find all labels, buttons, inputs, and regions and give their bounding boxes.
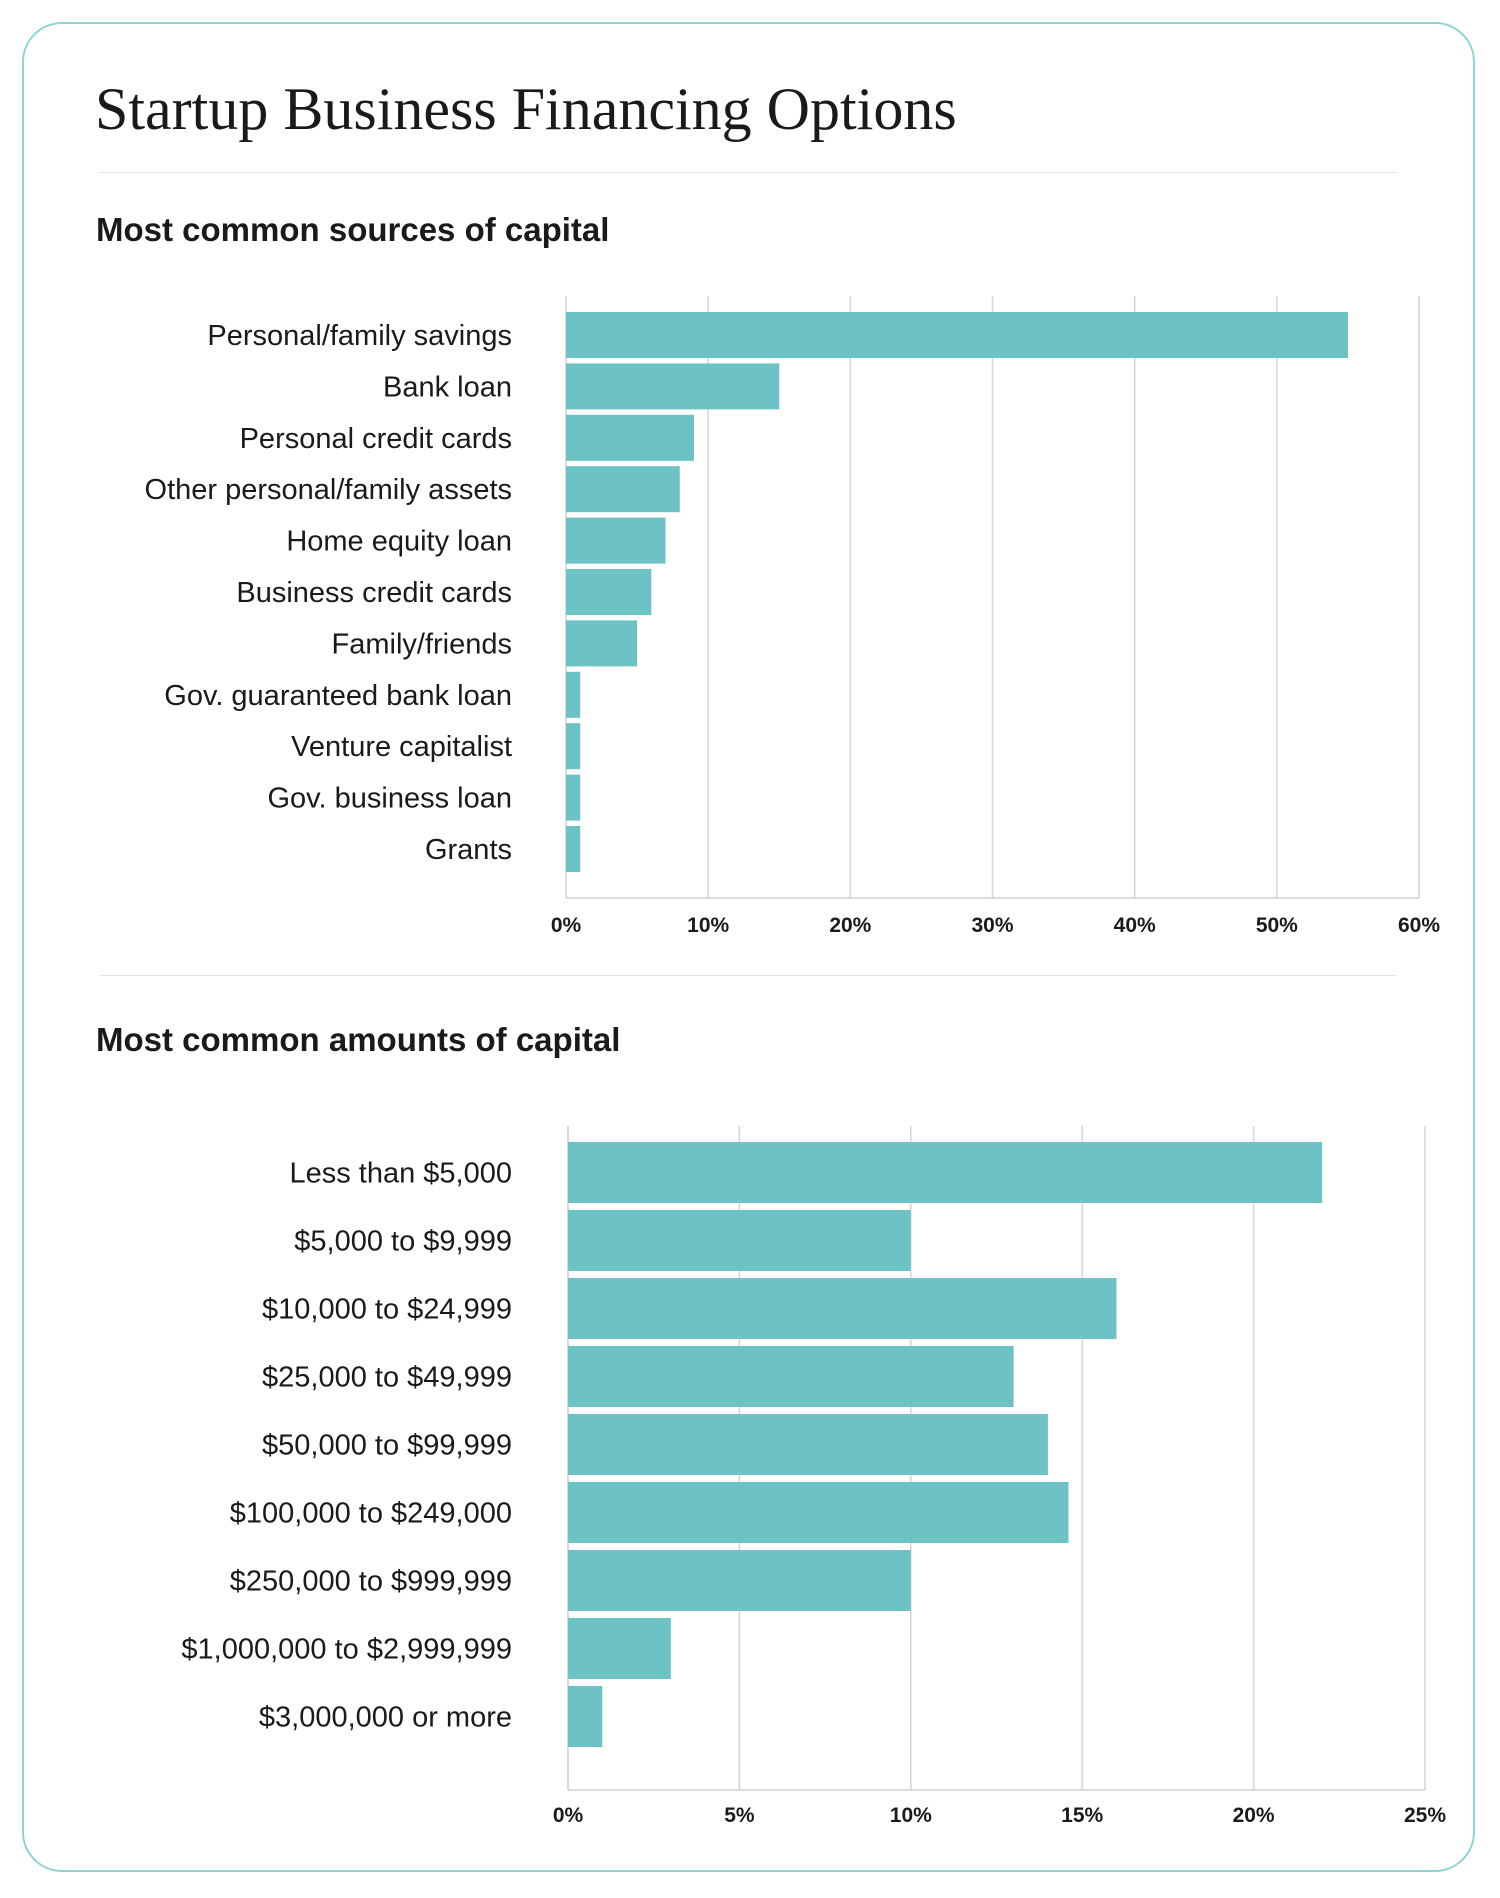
bar <box>568 1414 1048 1475</box>
amounts-chart: Less than $5,000 $5,000 to $9,999 $10,000 … <box>181 1126 1446 1827</box>
bar <box>566 774 581 821</box>
x-tick-label: 30% <box>971 914 1013 937</box>
bar <box>568 1346 1014 1407</box>
category-label: Less than $5,000 <box>289 1158 512 1190</box>
bar <box>566 517 666 564</box>
category-label: Gov. business loan <box>268 783 513 815</box>
bar <box>566 620 638 667</box>
bar <box>568 1618 671 1679</box>
category-label: $50,000 to $99,999 <box>262 1430 512 1462</box>
category-label: Home equity loan <box>286 526 512 558</box>
x-tick-label: 0% <box>551 914 582 937</box>
page-title: Startup Business Financing Options <box>95 76 957 142</box>
x-tick-label: 60% <box>1398 914 1440 937</box>
x-tick-label: 10% <box>890 1804 932 1827</box>
category-label: Venture capitalist <box>291 731 512 763</box>
x-tick-label: 0% <box>553 1804 584 1827</box>
x-tick-label: 5% <box>724 1804 755 1827</box>
chart1-title: Most common sources of capital <box>96 211 610 248</box>
bar <box>568 1686 603 1747</box>
sources-chart: Personal/family savings Bank loan Personal… <box>145 296 1440 937</box>
bar <box>568 1482 1069 1543</box>
bar <box>566 312 1348 358</box>
category-label: $1,000,000 to $2,999,999 <box>181 1634 512 1666</box>
bar <box>566 466 680 513</box>
category-label: Other personal/family assets <box>145 474 512 506</box>
bar <box>566 414 694 461</box>
chart2-title: Most common amounts of capital <box>96 1021 621 1058</box>
x-tick-label: 20% <box>1233 1804 1275 1827</box>
category-label: Grants <box>425 834 512 866</box>
category-label: $3,000,000 or more <box>259 1702 512 1734</box>
bar <box>566 363 780 410</box>
bar <box>568 1142 1323 1203</box>
category-label: Family/friends <box>332 628 513 660</box>
bar <box>568 1278 1117 1339</box>
title-divider <box>100 172 1396 173</box>
category-label: Business credit cards <box>236 577 512 609</box>
bar <box>566 723 581 770</box>
category-label: Gov. guaranteed bank loan <box>164 680 512 712</box>
x-tick-label: 15% <box>1061 1804 1103 1827</box>
x-tick-label: 10% <box>687 914 729 937</box>
x-tick-label: 25% <box>1404 1804 1446 1827</box>
section-divider <box>100 975 1396 976</box>
category-label: $10,000 to $24,999 <box>262 1294 512 1326</box>
bar <box>568 1550 911 1611</box>
bar <box>568 1210 911 1271</box>
bar <box>566 671 581 718</box>
x-tick-label: 40% <box>1114 914 1156 937</box>
category-label: $250,000 to $999,999 <box>230 1566 512 1598</box>
category-label: Personal/family savings <box>207 320 512 352</box>
category-label: $25,000 to $49,999 <box>262 1362 512 1394</box>
category-label: $100,000 to $249,000 <box>230 1498 512 1530</box>
category-label: Bank loan <box>383 371 512 403</box>
category-label: $5,000 to $9,999 <box>294 1226 512 1258</box>
bar <box>566 826 581 872</box>
category-label: Personal credit cards <box>240 423 512 455</box>
x-tick-label: 20% <box>829 914 871 937</box>
x-tick-label: 50% <box>1256 914 1298 937</box>
bar <box>566 569 652 615</box>
